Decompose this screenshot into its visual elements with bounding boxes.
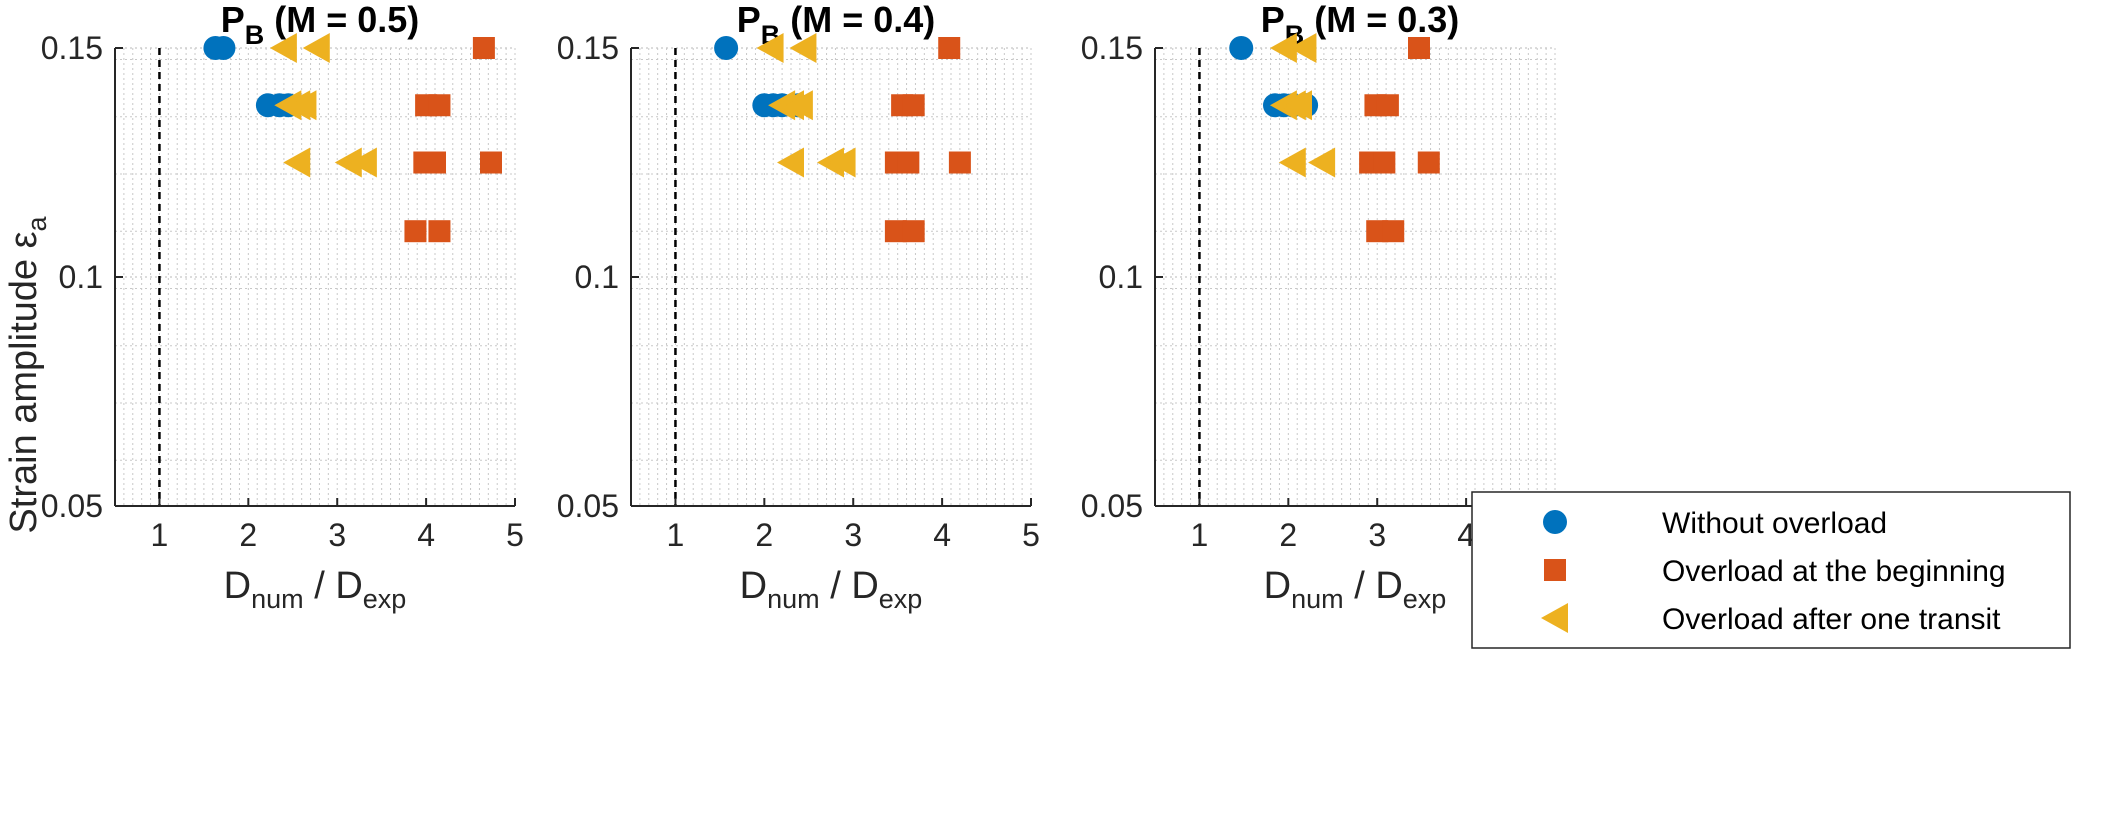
x-tick-label: 4 [1457,517,1475,553]
chart-title: PB (M = 0.5) [221,0,420,50]
y-tick-label: 0.05 [41,488,103,524]
y-tick-label: 0.05 [1081,488,1143,524]
x-tick-label: 2 [239,517,257,553]
x-tick-label: 2 [1279,517,1297,553]
data-point-square [902,220,925,243]
data-point-left-triangle [828,147,856,178]
legend-box [1471,491,2071,649]
x-tick-label: 3 [1368,517,1386,553]
x-tick-label: 4 [417,517,435,553]
x-axis-label: Dnum / Dexp [740,565,923,614]
y-axis-label: Strain amplitude εa [3,215,52,533]
data-point-left-triangle [777,147,804,178]
x-tick-label: 4 [933,517,951,553]
series-overload_after_transit [269,33,377,178]
data-point-square [428,220,451,243]
grid [631,47,1032,507]
legend-marker-left-triangle [1541,603,1568,633]
legend-label: Overload at the beginning [1662,555,2006,588]
data-point-left-triangle [1278,147,1306,178]
data-point-square [1408,37,1430,59]
legend-entry: Without overload [1543,507,1887,540]
y-tick-label: 0.15 [1081,30,1143,66]
legend: Without overload Overload at the beginnin… [1471,491,2071,649]
data-point-left-triangle [289,90,317,121]
data-point-square [1382,220,1405,243]
legend-label: Overload after one transit [1662,603,2001,636]
x-tick-label: 1 [151,517,169,553]
series-overload_after_transit [756,33,856,178]
chart-panel-1: 1 2 3 4 5 0.05 0.1 0.15 Dnum / Dexp PB (M = 0.5) [41,0,524,614]
legend-entry: Overload at the beginning [1544,555,2006,588]
x-tick-label: 1 [667,517,685,553]
legend-entry: Overload after one transit [1541,603,2001,636]
y-tick-label: 0.1 [59,259,103,295]
x-tick-label: 3 [844,517,862,553]
data-point-left-triangle [789,33,817,63]
x-tick-label: 2 [755,517,773,553]
legend-marker-square [1544,559,1566,581]
x-tick-label: 5 [506,517,524,553]
y-tick-label: 0.1 [1099,259,1143,295]
data-point-square [897,151,920,174]
data-point-square [902,94,925,117]
data-point-left-triangle [785,90,813,121]
data-point-square [948,151,971,174]
data-point-left-triangle [1269,33,1297,63]
data-point-left-triangle [1308,147,1336,178]
data-point-square [480,151,502,174]
data-point-square [938,37,961,59]
data-point-circle [211,36,236,60]
y-tick-label: 0.15 [41,30,103,66]
grid [1155,47,1556,507]
data-point-left-triangle [302,33,330,63]
data-point-left-triangle [756,33,784,63]
data-point-square [428,94,451,117]
data-point-square [884,220,907,243]
x-tick-label: 5 [1022,517,1040,553]
legend-marker-circle [1543,510,1567,534]
data-point-left-triangle [269,33,297,63]
data-point-left-triangle [349,147,377,178]
y-tick-label: 0.1 [575,259,619,295]
data-point-square [1417,151,1440,174]
data-point-left-triangle [1285,90,1312,121]
y-tick-label: 0.15 [557,30,619,66]
x-axis-label: Dnum / Dexp [1264,565,1447,614]
data-point-left-triangle [1289,33,1317,63]
data-point-left-triangle [334,147,362,178]
data-point-square [472,37,495,59]
data-point-square [1376,94,1399,117]
series-overload_beginning [1359,37,1440,243]
x-tick-label: 1 [1191,517,1209,553]
data-point-square [424,151,446,174]
y-tick-label: 0.05 [557,488,619,524]
legend-label: Without overload [1662,507,1887,540]
data-point-left-triangle [283,147,311,178]
series-overload_beginning [884,37,971,243]
data-point-circle [1229,36,1254,60]
series-overload_after_transit [1269,33,1336,178]
data-point-circle [714,36,739,60]
data-point-square [404,220,427,243]
data-point-square [1373,151,1396,174]
x-tick-label: 3 [328,517,346,553]
x-axis-label: Dnum / Dexp [224,565,407,614]
series-overload_beginning [404,37,502,243]
